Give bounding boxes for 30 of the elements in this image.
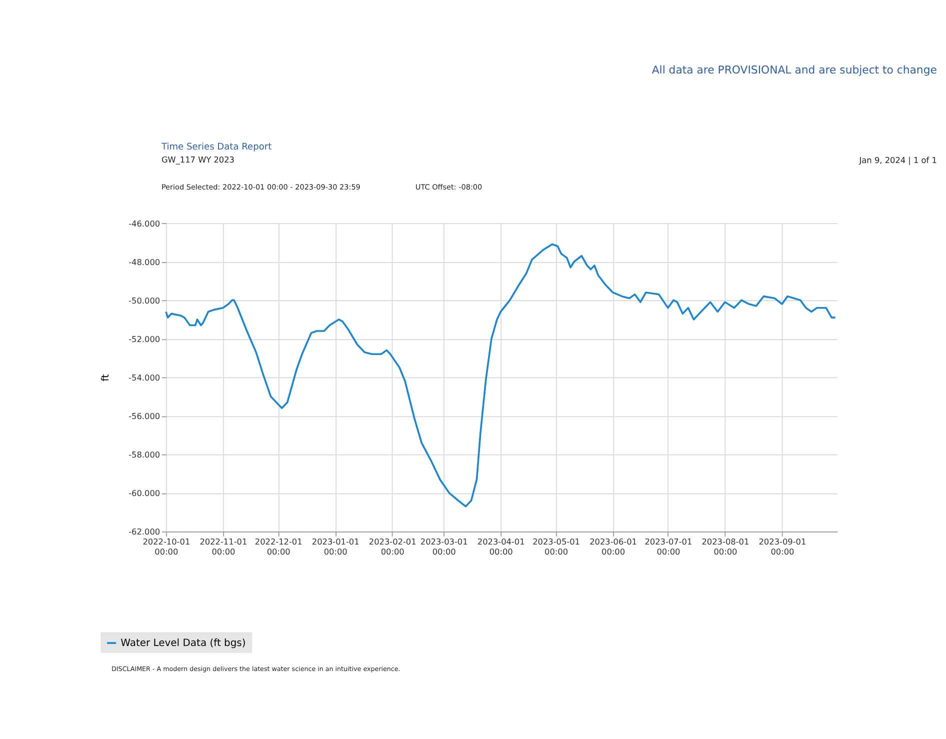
y-tick-label: -48.000: [128, 256, 160, 267]
y-tick-label: -50.000: [128, 295, 160, 306]
x-tick-label: 2023-01-01 00:00: [312, 536, 360, 557]
x-tick-label: 2023-04-01 00:00: [477, 536, 525, 557]
x-tick-label: 2023-07-01 00:00: [644, 536, 692, 557]
y-tick-label: -52.000: [128, 334, 160, 344]
y-tick-label: -58.000: [128, 450, 160, 460]
y-tick-label: -54.000: [128, 372, 160, 382]
chart-subtitle: GW_117 WY 2023: [161, 154, 234, 164]
y-tick-label: -62.000: [128, 526, 160, 537]
x-tick-label: 2022-11-01 00:00: [200, 536, 248, 557]
line-series: [165, 243, 836, 508]
text: All data are PROVISIONAL and are subject to change: [652, 63, 938, 76]
text: UTC Offset: -08:00: [415, 182, 483, 192]
x-tick-label: 2023-02-01 00:00: [368, 536, 416, 557]
text: Period Selected: 2022-10-01 00:00 - 2023-09-30 23:59: [161, 182, 361, 192]
x-tick-label: 2023-06-01 00:00: [590, 536, 637, 557]
y-axis-title: ft: [100, 374, 112, 382]
y-tick-label: -56.000: [128, 411, 160, 421]
x-tick-label: 2023-05-01 00:00: [532, 536, 580, 557]
y-tick-label: -46.000: [128, 218, 160, 228]
legend-label: Water Level Data (ft bgs): [120, 638, 246, 649]
x-tick-label: 2023-03-01 00:00: [420, 536, 468, 557]
y-tick-label: -60.000: [128, 488, 160, 498]
text: Jan 9, 2024 | 1 of 1: [858, 155, 937, 166]
x-tick-label: 2022-12-01 00:00: [254, 536, 302, 557]
x-tick-label: 2023-08-01 00:00: [702, 536, 750, 557]
x-tick-label: 2023-09-01 00:00: [758, 536, 806, 557]
x-tick-label: 2022-10-01 00:00: [142, 536, 190, 557]
chart-title: Time Series Data Report: [160, 142, 272, 153]
